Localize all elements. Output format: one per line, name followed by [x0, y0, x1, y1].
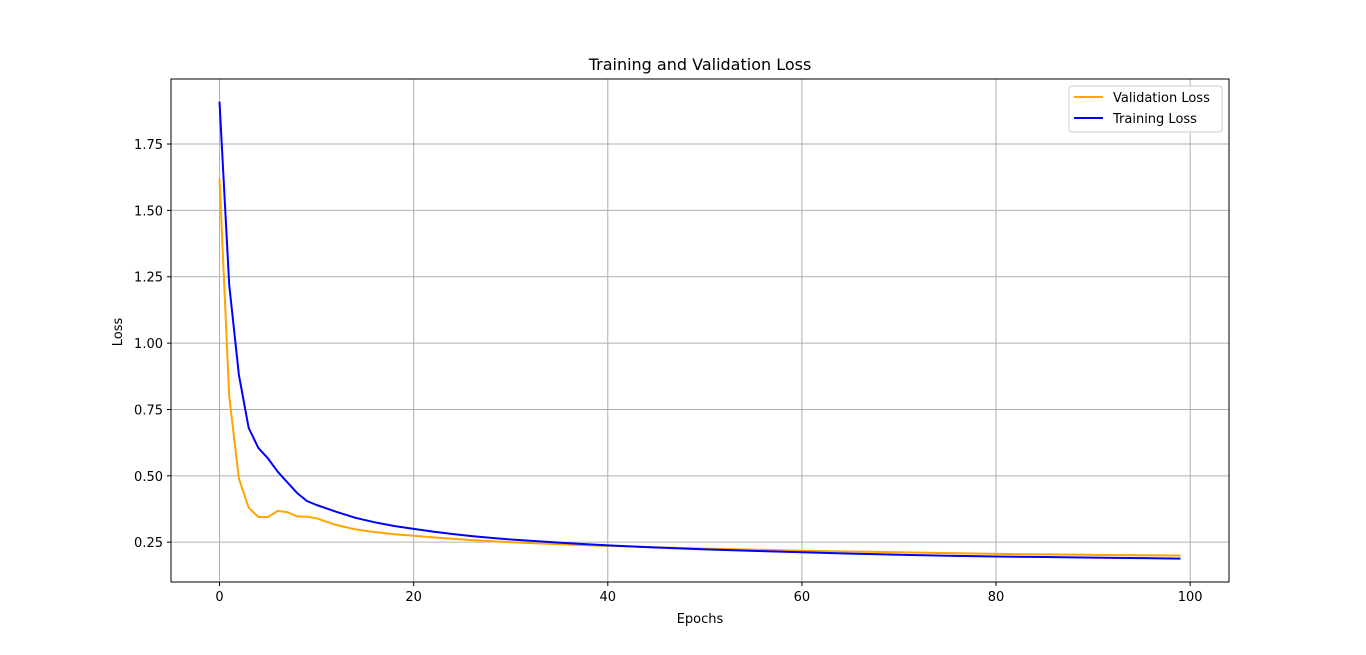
- legend: Validation Loss Training Loss: [1068, 85, 1223, 133]
- y-tick-label: 0.25: [134, 536, 163, 551]
- y-tick-label: 1.00: [134, 337, 163, 352]
- y-tick-label: 1.75: [134, 138, 163, 153]
- legend-label-validation-loss: Validation Loss: [1113, 91, 1210, 106]
- y-tick-label: 1.25: [134, 271, 163, 286]
- x-axis: 0 20 40 60 80 100: [215, 582, 1203, 605]
- x-tick-label: 60: [794, 590, 811, 605]
- y-axis: 0.25 0.50 0.75 1.00 1.25 1.50 1.75: [134, 138, 171, 551]
- plot-area-frame: [170, 78, 1230, 583]
- y-axis-label: Loss: [111, 318, 126, 347]
- x-tick-label: 80: [988, 590, 1005, 605]
- y-tick-label: 0.50: [134, 470, 163, 485]
- grid-lines: [171, 79, 1229, 582]
- legend-box: [1068, 85, 1223, 133]
- y-tick-label: 0.75: [134, 403, 163, 418]
- series-lines: [218, 101, 1181, 560]
- training-loss-line: [218, 101, 1181, 560]
- x-tick-label: 20: [405, 590, 422, 605]
- x-tick-label: 40: [600, 590, 617, 605]
- x-axis-label: Epochs: [677, 612, 724, 627]
- chart-title: Training and Validation Loss: [588, 55, 812, 74]
- x-tick-label: 100: [1178, 590, 1203, 605]
- y-tick-label: 1.50: [134, 204, 163, 219]
- x-tick-label: 0: [215, 590, 223, 605]
- legend-label-training-loss: Training Loss: [1112, 112, 1197, 127]
- validation-loss-line: [218, 178, 1181, 557]
